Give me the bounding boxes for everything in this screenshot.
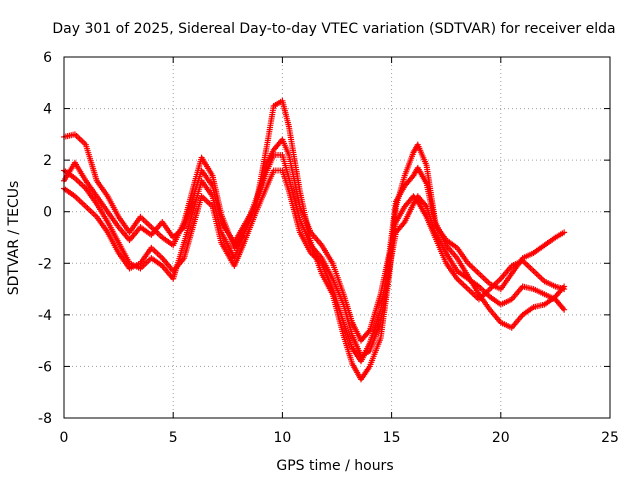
- y-tick-label: 2: [43, 153, 52, 169]
- axis-ticks: [63, 56, 611, 419]
- x-tick-label: 0: [60, 430, 69, 446]
- data-point: [561, 286, 568, 293]
- x-tick-label: 25: [601, 430, 619, 446]
- x-tick-label: 5: [169, 430, 178, 446]
- y-tick-label: 6: [43, 50, 52, 66]
- series-track-1: [61, 97, 568, 383]
- y-tick-label: 4: [43, 102, 52, 118]
- chart-title: Day 301 of 2025, Sidereal Day-to-day VTE…: [52, 21, 615, 37]
- y-tick-label: -2: [38, 256, 52, 272]
- data-point: [561, 306, 568, 313]
- x-tick-label: 15: [383, 430, 401, 446]
- x-tick-label: 20: [492, 430, 510, 446]
- y-axis-label: SDTVAR / TECUs: [6, 181, 22, 296]
- x-tick-labels: 0 5 10 15 20 25: [60, 430, 619, 446]
- plot-frame: [63, 56, 611, 419]
- data-marks: [61, 97, 568, 383]
- x-tick-label: 10: [273, 430, 291, 446]
- y-tick-label: -4: [38, 308, 52, 324]
- y-tick-labels: -8 -6 -4 -2 0 2 4 6: [38, 50, 52, 427]
- data-point: [561, 229, 568, 236]
- x-axis-label: GPS time / hours: [276, 458, 393, 474]
- series-track-3: [61, 167, 568, 365]
- grid-lines: [64, 57, 610, 418]
- series-track-4: [61, 136, 568, 344]
- y-tick-label: -6: [38, 359, 52, 375]
- data-point-interp: [413, 197, 420, 204]
- y-tick-label: -8: [38, 411, 52, 427]
- y-tick-label: 0: [43, 205, 52, 221]
